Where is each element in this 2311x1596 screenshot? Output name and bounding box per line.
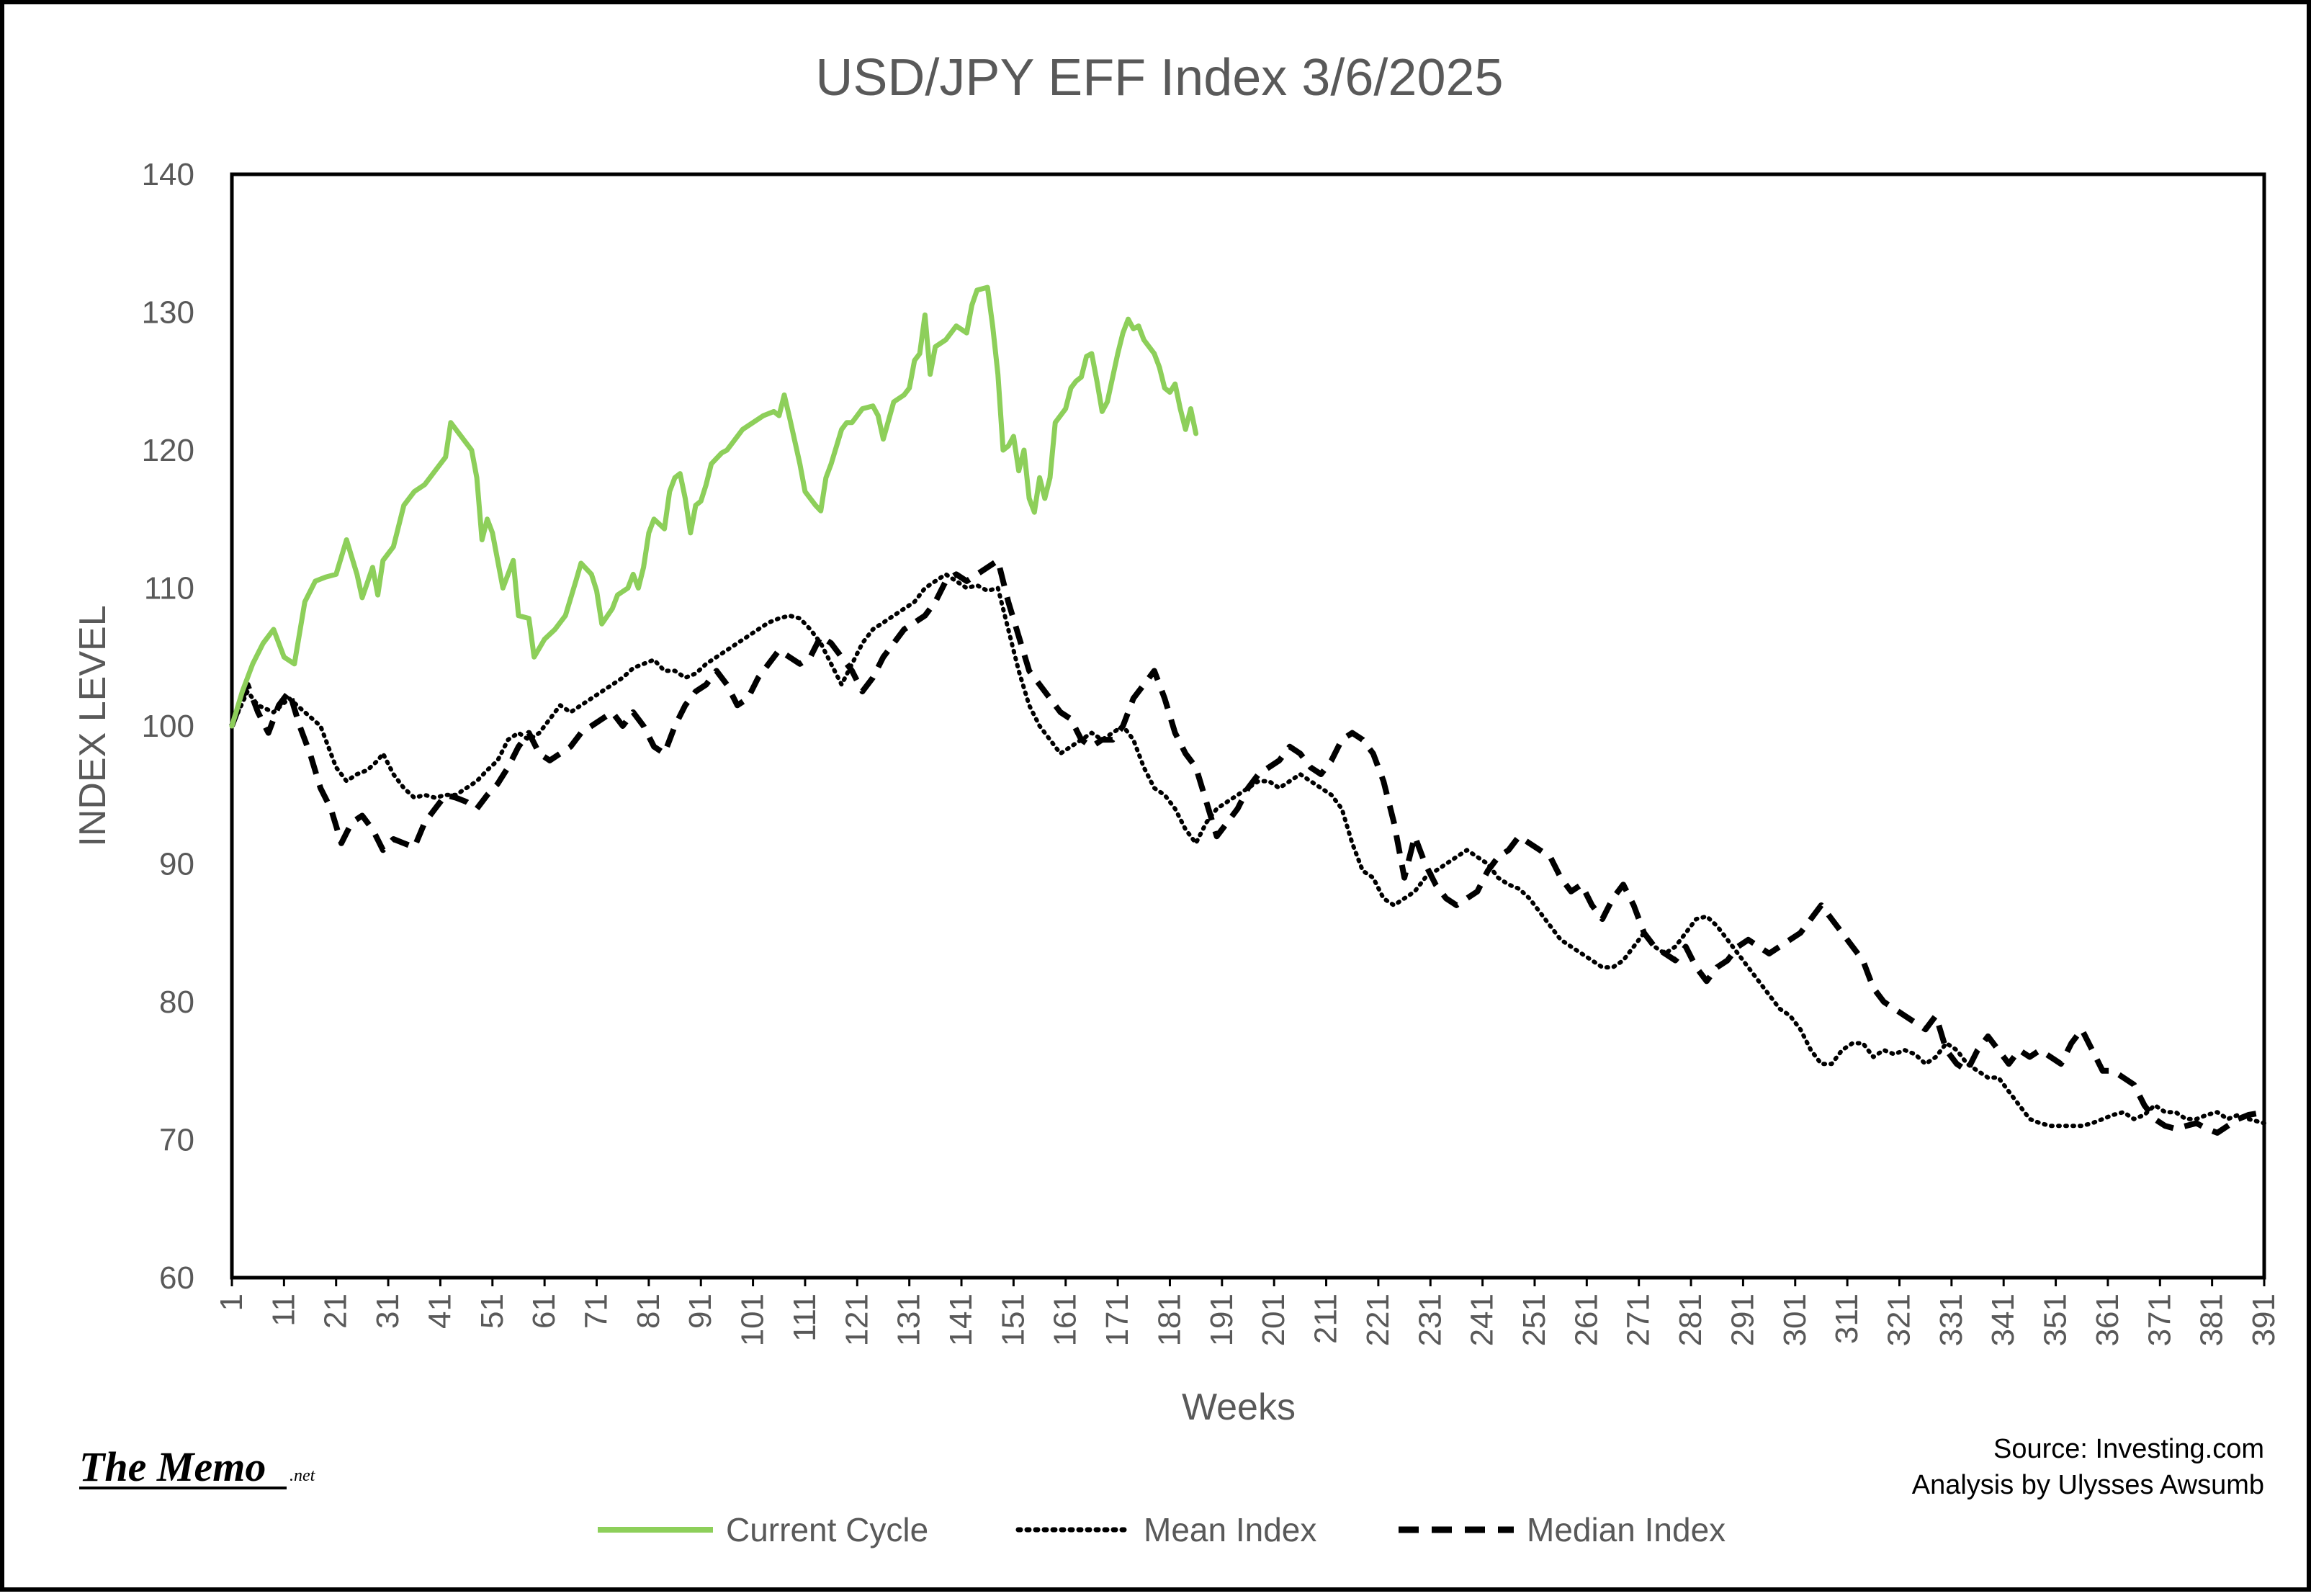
x-tick-label: 291 xyxy=(1725,1294,1760,1346)
x-tick-label: 41 xyxy=(422,1294,457,1329)
brand-logo-suffix: .net xyxy=(290,1466,316,1485)
y-axis-ticks: 60 70 80 90 100 110 120 130 140 xyxy=(142,157,194,1296)
series-line-current-cycle xyxy=(229,284,1199,729)
plot-area xyxy=(230,172,2266,1280)
x-tick-label: 271 xyxy=(1621,1294,1656,1346)
x-tick-label: 151 xyxy=(995,1294,1031,1346)
x-tick-label: 391 xyxy=(2246,1294,2281,1346)
x-tick-label: 351 xyxy=(2038,1294,2073,1346)
y-tick-label: 80 xyxy=(159,985,194,1020)
x-tick-label: 131 xyxy=(892,1294,927,1346)
x-tick-label: 141 xyxy=(943,1294,979,1346)
x-tick-label: 381 xyxy=(2194,1294,2230,1346)
y-tick-label: 120 xyxy=(142,433,194,468)
x-tick-label: 211 xyxy=(1309,1294,1344,1344)
x-tick-label: 221 xyxy=(1360,1294,1396,1346)
x-tick-label: 121 xyxy=(839,1294,874,1346)
x-tick-label: 71 xyxy=(579,1294,614,1329)
y-tick-label: 100 xyxy=(142,709,194,744)
chart-canvas: USD/JPY EFF Index 3/6/2025 6070809010011… xyxy=(72,49,2281,1548)
legend-label-current-cycle: Current Cycle xyxy=(726,1511,928,1548)
x-tick-label: 91 xyxy=(683,1294,718,1329)
x-tick-label: 51 xyxy=(475,1294,510,1329)
x-tick-label: 361 xyxy=(2090,1294,2125,1346)
x-axis-title: Weeks xyxy=(1182,1386,1296,1428)
source-line-2: Analysis by Ulysses Awsumb xyxy=(1912,1470,2264,1500)
x-tick-label: 251 xyxy=(1517,1294,1552,1346)
y-tick-label: 130 xyxy=(142,295,194,331)
y-tick-label: 140 xyxy=(142,157,194,192)
series-layer xyxy=(229,284,2266,1136)
x-tick-label: 81 xyxy=(631,1294,666,1329)
legend-label-median-index: Median Index xyxy=(1527,1511,1726,1548)
chart-legend: Current Cycle Mean Index Median Index xyxy=(598,1511,1726,1548)
x-tick-label: 171 xyxy=(1100,1294,1135,1346)
legend-label-mean-index: Mean Index xyxy=(1144,1511,1316,1548)
x-tick-label: 201 xyxy=(1256,1294,1291,1346)
x-tick-label: 21 xyxy=(318,1294,354,1329)
chart-title: USD/JPY EFF Index 3/6/2025 xyxy=(815,49,1503,107)
source-line-1: Source: Investing.com xyxy=(1993,1434,2264,1464)
y-axis-title: INDEX LEVEL xyxy=(72,605,114,846)
x-tick-label: 371 xyxy=(2142,1294,2177,1346)
x-tick-label: 191 xyxy=(1204,1294,1239,1346)
y-tick-label: 110 xyxy=(144,571,194,606)
series-line-median-index xyxy=(229,557,2265,1136)
brand-logo-text: The Memo xyxy=(79,1443,266,1490)
brand-logo: The Memo .net xyxy=(79,1443,316,1490)
x-tick-label: 31 xyxy=(370,1294,405,1329)
x-tick-label: 111 xyxy=(787,1294,822,1342)
x-tick-label: 341 xyxy=(1985,1294,2021,1346)
x-tick-label: 61 xyxy=(526,1294,562,1329)
x-tick-label: 1 xyxy=(214,1294,249,1311)
x-tick-label: 161 xyxy=(1048,1294,1083,1346)
x-tick-label: 231 xyxy=(1412,1294,1448,1346)
x-tick-label: 241 xyxy=(1465,1294,1500,1346)
x-tick-label: 101 xyxy=(735,1294,771,1346)
series-line-mean-index xyxy=(230,572,2266,1129)
x-tick-label: 261 xyxy=(1569,1294,1604,1346)
y-tick-label: 90 xyxy=(159,847,194,882)
y-tick-label: 60 xyxy=(159,1260,194,1296)
x-tick-label: 321 xyxy=(1881,1294,1916,1346)
x-tick-label: 181 xyxy=(1152,1294,1187,1346)
x-tick-label: 11 xyxy=(266,1294,301,1327)
x-tick-label: 301 xyxy=(1777,1294,1813,1346)
x-tick-label: 311 xyxy=(1829,1294,1864,1344)
x-tick-label: 331 xyxy=(1934,1294,1969,1346)
y-tick-label: 70 xyxy=(159,1123,194,1158)
x-axis-ticks: 1 11 21 31 41 51 61 71 81 91 101 111 121 131 141 151 161… xyxy=(214,1278,2281,1346)
x-tick-label: 281 xyxy=(1673,1294,1708,1346)
